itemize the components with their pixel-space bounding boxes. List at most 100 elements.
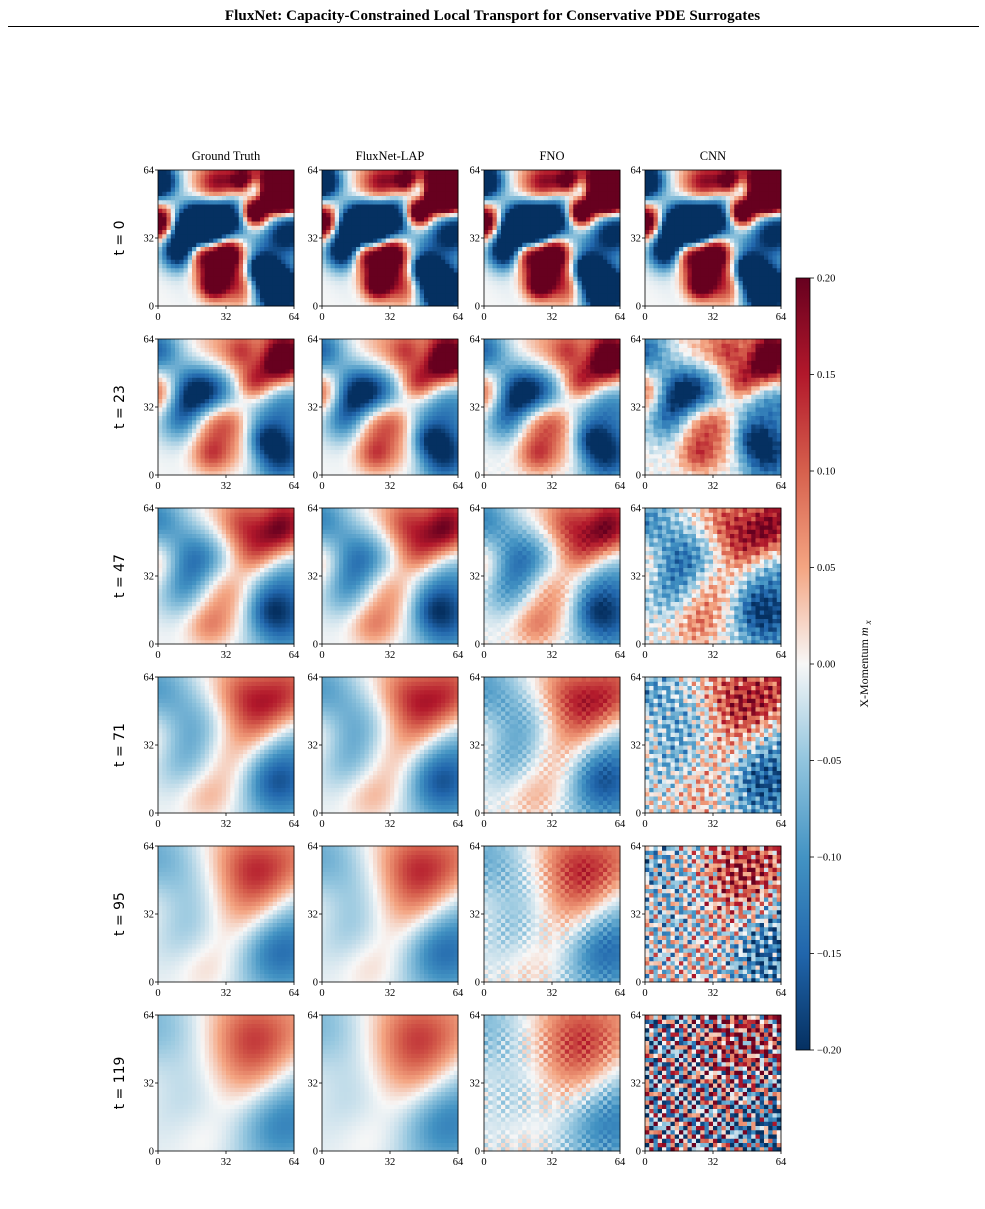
heatmap-cell [285,212,291,218]
heatmap-cell [564,229,570,235]
heatmap-cell [204,233,210,239]
heatmap-cell [415,246,421,252]
heatmap-cell [368,174,374,179]
heatmap-cell [247,178,252,184]
heatmap-cell [505,250,510,256]
heatmap-cell [272,385,278,391]
heatmap-cell [441,212,446,218]
heatmap-cell [505,204,510,209]
heatmap-cell [683,267,688,273]
heatmap-cell [394,280,399,286]
heatmap-cell [347,301,353,307]
heatmap-cell [255,301,261,307]
heatmap-cell [272,398,278,404]
heatmap-cell [645,178,650,184]
heatmap-cell [670,204,676,209]
heatmap-cell [407,297,412,303]
heatmap-cell [162,394,167,399]
heatmap-cell [556,263,561,269]
heatmap-cell [432,225,438,230]
heatmap-cell [751,208,756,213]
heatmap-cell [238,246,244,252]
heatmap-cell [691,187,697,192]
heatmap-cell [339,182,344,188]
heatmap-cell [432,289,438,294]
heatmap-cell [607,255,612,260]
heatmap-cell [394,212,399,218]
heatmap-cell [577,297,583,303]
heatmap-cell [213,436,218,442]
heatmap-cell [226,267,231,273]
heatmap-cell [611,233,617,239]
running-header: FluxNet: Capacity-Constrained Local Tran… [0,8,985,25]
heatmap-cell [213,276,218,281]
heatmap-cell [556,225,561,230]
heatmap-cell [742,255,748,260]
heatmap-cell [560,225,566,230]
heatmap-cell [360,250,365,256]
heatmap-cell [166,381,172,387]
heatmap-cell [603,272,608,277]
heatmap-cell [535,246,540,252]
heatmap-cell [594,242,600,247]
heatmap-cell [615,297,621,303]
heatmap-cell [285,284,291,290]
heatmap-cell [535,297,540,303]
heatmap-cell [513,259,519,264]
heatmap-cell [603,263,608,269]
heatmap-cell [564,178,570,184]
heatmap-cell [484,238,489,243]
heatmap-cell [445,178,450,184]
heatmap-cell [285,280,291,286]
heatmap-cell [607,212,612,218]
heatmap-cell [368,289,374,294]
heatmap-cell [569,263,574,269]
heatmap-cell [492,182,498,188]
heatmap-cell [453,255,459,260]
heatmap-cell [522,276,527,281]
heatmap-cell [272,280,278,286]
heatmap-cell [217,297,223,303]
heatmap-cell [272,377,278,382]
heatmap-cell [764,221,769,226]
heatmap-cell [268,466,274,472]
heatmap-cell [683,221,688,226]
heatmap-cell [360,238,365,243]
heatmap-cell [725,233,731,239]
heatmap-cell [666,178,671,184]
heatmap-cell [449,284,455,290]
heatmap-cell [492,242,498,247]
heatmap-cell [713,259,718,264]
heatmap-cell [662,187,667,192]
heatmap-cell [484,216,489,222]
heatmap-cell [175,462,180,467]
heatmap-cell [704,225,710,230]
heatmap-cell [381,216,387,222]
heatmap-cell [424,301,429,307]
heatmap-cell [213,225,218,230]
heatmap-cell [221,381,227,387]
heatmap-cell [496,242,502,247]
heatmap-cell [687,267,693,273]
heatmap-cell [230,449,235,455]
heatmap-cell [381,182,387,188]
heatmap-cell [547,280,553,286]
heatmap-cell [285,293,291,298]
heatmap-cell [162,263,167,269]
heatmap-cell [424,267,429,273]
heatmap-cell [234,263,240,269]
heatmap-cell [260,381,265,387]
heatmap-cell [522,238,527,243]
heatmap-cell [615,259,621,264]
heatmap-cell [204,462,210,467]
heatmap-cell [268,212,274,218]
heatmap-cell [209,178,214,184]
heatmap-cell [230,368,235,374]
heatmap-cell [175,263,180,269]
heatmap-cell [402,174,408,179]
heatmap-cell [183,293,189,298]
heatmap-cell [158,398,163,404]
heatmap-cell [501,263,506,269]
heatmap-cell [398,284,404,290]
heatmap-cell [577,182,583,188]
